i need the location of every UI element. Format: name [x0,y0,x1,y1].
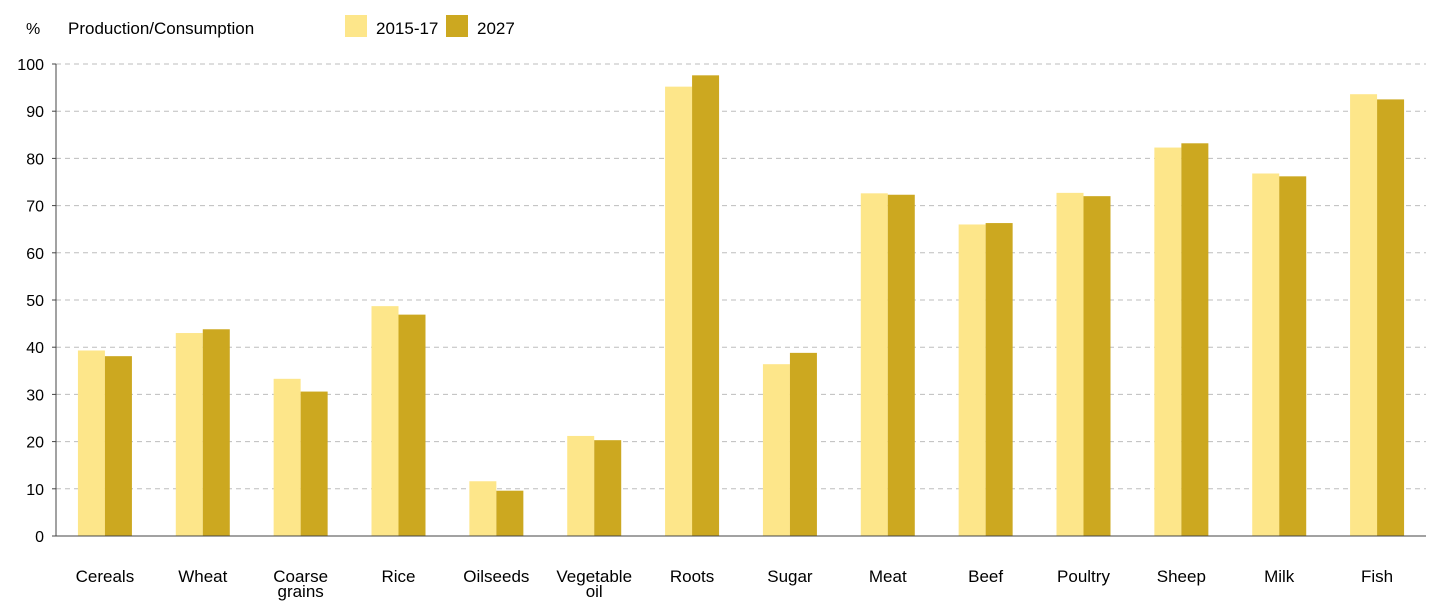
bar-2027-vegetable-oil [594,440,622,536]
bar-2015-17-beef [958,224,986,537]
bar-2015-17-coarse-grains [273,378,301,536]
bar-2015-17-wheat [175,333,203,536]
gridlines [56,63,1426,490]
legend-label-2015-17: 2015-17 [376,19,438,38]
y-tick-label: 90 [26,104,44,121]
x-category-label: Coarse grains [273,567,328,601]
x-category-label: Oilseeds [463,567,529,586]
bar-2027-rice [398,314,426,536]
legend-title: Production/Consumption [68,19,254,38]
y-tick-label: 30 [26,387,44,404]
bar-2015-17-cereals [77,350,105,536]
bar-2027-cereals [104,356,132,536]
legend-swatch-2015-17 [345,15,367,37]
bar-2015-17-roots [665,86,693,536]
bar-2027-poultry [1083,196,1111,536]
x-category-label: Sheep [1157,567,1206,586]
bar-2015-17-sheep [1154,147,1182,536]
y-tick-label: 60 [26,246,44,263]
x-category-label: Beef [968,567,1003,586]
bars [77,75,1405,537]
x-category-label: Vegetable oil [556,567,632,601]
bar-2027-meat [887,194,915,536]
y-tick-label: 20 [26,435,44,452]
x-axis-labels: Cereals Wheat Coarse grains Rice Oilseeds Vege… [76,567,1394,601]
y-tick-label: 50 [26,293,44,310]
legend-swatch-2027 [446,15,468,37]
bar-2027-coarse-grains [300,391,328,536]
bar-2027-beef [985,223,1013,536]
bar-2027-fish [1377,99,1405,537]
x-category-label: Poultry [1057,567,1110,586]
y-unit-label: % [26,21,40,38]
bar-2027-wheat [202,329,230,536]
bar-2015-17-sugar [762,364,790,536]
bar-2027-roots [692,75,720,536]
x-category-label: Roots [670,567,714,586]
legend-label-2027: 2027 [477,19,515,38]
x-category-label: Fish [1361,567,1393,586]
bar-2015-17-fish [1350,94,1378,536]
bar-2015-17-vegetable-oil [567,435,595,536]
y-tick-label: 0 [35,529,44,546]
bar-2027-sugar [789,352,817,536]
y-tick-label: 100 [17,57,44,74]
bar-2015-17-rice [371,306,399,536]
bar-2027-milk [1279,176,1307,536]
bar-2015-17-oilseeds [469,481,497,536]
y-axis-ticks: 0 10 20 30 40 50 60 70 80 90 100 [17,57,56,546]
bar-2015-17-meat [860,193,888,536]
x-category-label: Wheat [178,567,227,586]
x-category-label: Rice [381,567,415,586]
bar-2027-oilseeds [496,490,524,536]
y-tick-label: 40 [26,340,44,357]
x-category-label: Milk [1264,567,1295,586]
x-category-label: Meat [869,567,907,586]
y-tick-label: 10 [26,482,44,499]
bar-2015-17-poultry [1056,192,1084,536]
x-category-label: Cereals [76,567,135,586]
y-tick-label: 80 [26,151,44,168]
y-tick-label: 70 [26,199,44,216]
bar-2015-17-milk [1252,173,1280,536]
bar-2027-sheep [1181,143,1209,536]
legend: Production/Consumption 2015-17 2027 [68,15,515,38]
x-category-label: Sugar [767,567,813,586]
